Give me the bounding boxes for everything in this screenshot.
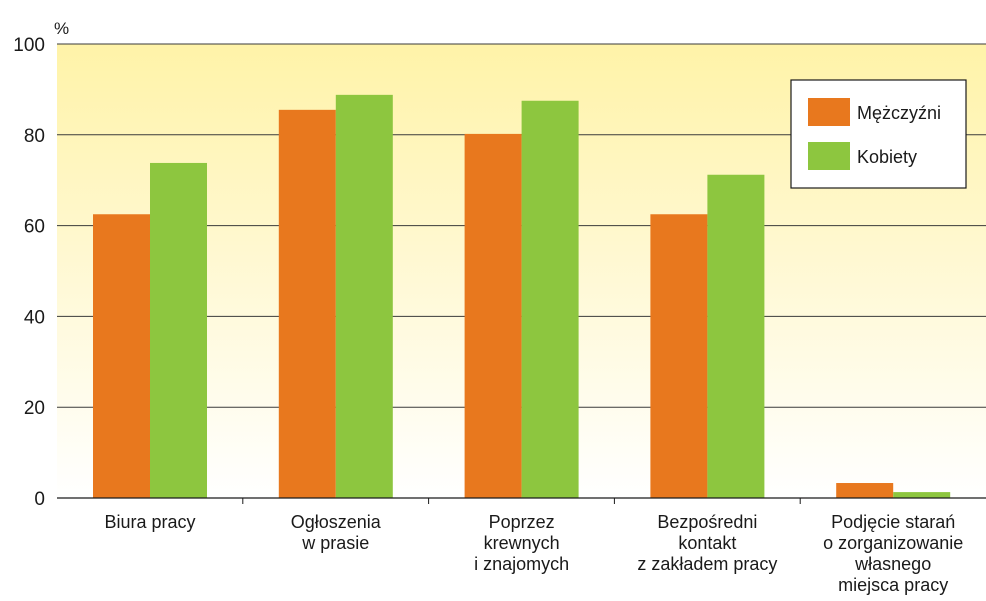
y-tick-label: 20 [24, 398, 45, 419]
bar-men [650, 214, 708, 498]
legend: Mężczyźni Kobiety [790, 79, 967, 189]
x-category-label: Podjęcie starań [831, 512, 955, 532]
bar-women [893, 492, 951, 498]
bar-men [93, 214, 150, 498]
bars [93, 94, 951, 499]
bar-women [707, 174, 765, 498]
x-category-label: z zakładem pracy [637, 554, 777, 574]
y-tick-label: 0 [34, 489, 45, 510]
y-unit-label: % [54, 19, 69, 38]
bar-men [278, 109, 336, 498]
x-category-label: Poprzez [489, 512, 555, 532]
x-category-label: w prasie [301, 533, 369, 553]
y-tick-label: 60 [24, 217, 45, 238]
x-category-label: krewnych [484, 533, 560, 553]
x-category-label: o zorganizowanie [823, 533, 963, 553]
x-category-label: kontakt [678, 533, 736, 553]
x-category-label: Bezpośredni [657, 512, 757, 532]
x-category-label: własnego [854, 554, 931, 574]
y-tick-label: 100 [13, 35, 45, 56]
bar-women [335, 94, 393, 499]
legend-box [790, 79, 967, 189]
x-category-label: Biura pracy [104, 512, 195, 532]
y-tick-label: 80 [24, 126, 45, 147]
legend-swatch [808, 142, 850, 170]
bar-men [464, 133, 522, 498]
x-category-label: Ogłoszenia [291, 512, 382, 532]
y-tick-label: 40 [24, 307, 45, 328]
x-category-label: miejsca pracy [838, 575, 948, 595]
x-category-label: i znajomych [474, 554, 569, 574]
bar-men [836, 483, 894, 498]
bar-women [150, 162, 207, 498]
legend-label: Mężczyźni [857, 103, 941, 123]
legend-swatch [808, 98, 850, 126]
bar-women [521, 100, 579, 498]
legend-label: Kobiety [857, 147, 917, 167]
